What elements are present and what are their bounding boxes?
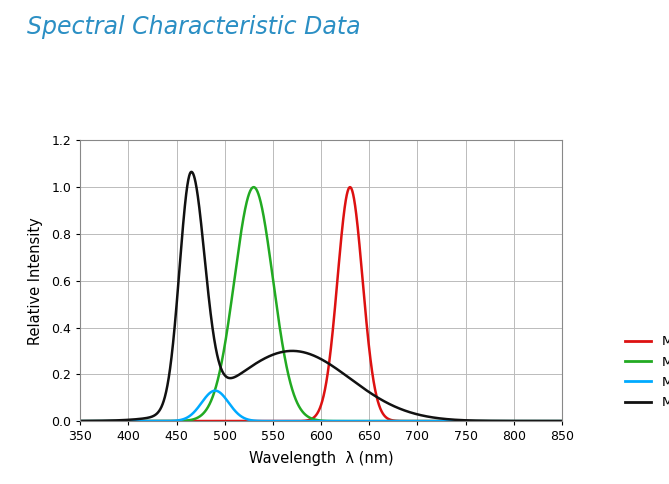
Legend: MCEL-CR8, MCEL-CG8, MCEL-CB8, MCEL-CW8: MCEL-CR8, MCEL-CG8, MCEL-CB8, MCEL-CW8 bbox=[619, 330, 669, 414]
X-axis label: Wavelength  λ (nm): Wavelength λ (nm) bbox=[249, 452, 393, 467]
Y-axis label: Relative Intensity: Relative Intensity bbox=[28, 217, 43, 345]
Text: Spectral Characteristic Data: Spectral Characteristic Data bbox=[27, 15, 361, 39]
